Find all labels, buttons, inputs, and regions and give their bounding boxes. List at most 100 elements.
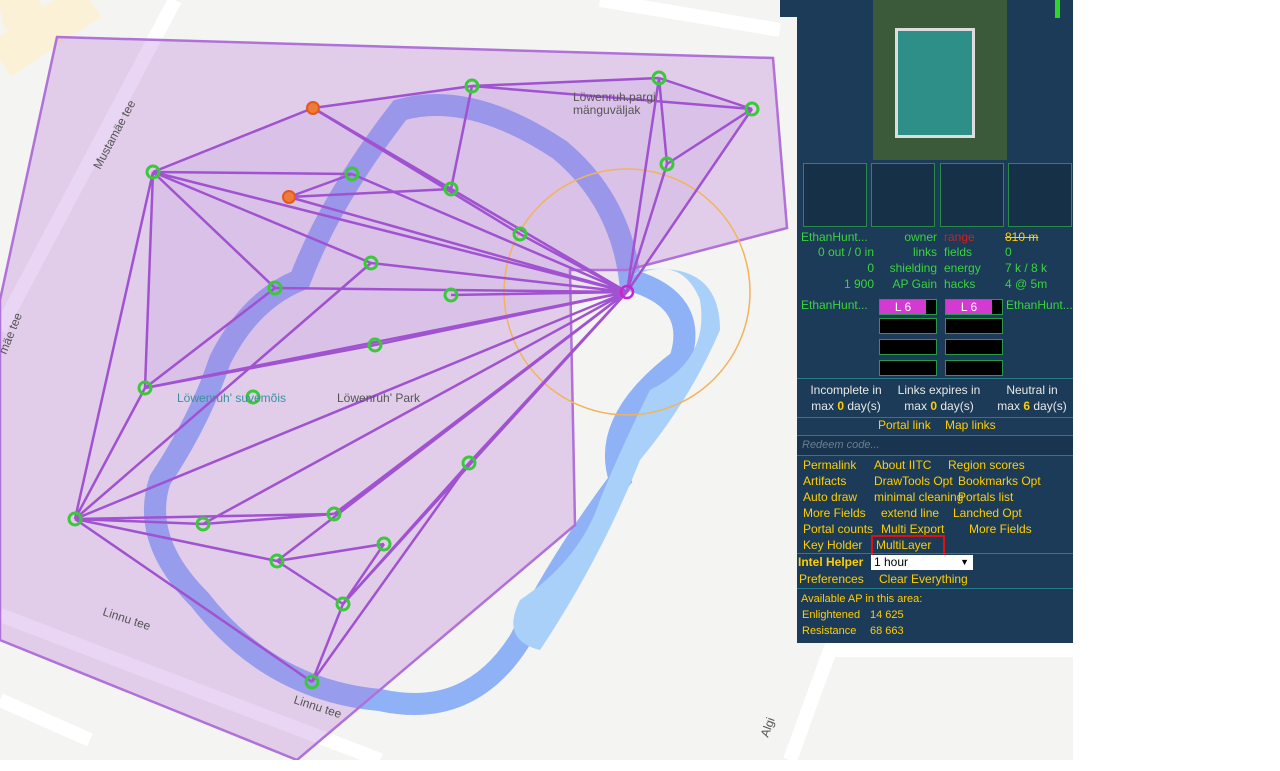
toolbox-link[interactable]: extend line (881, 506, 940, 520)
mod-slot (871, 163, 935, 227)
detail: hacks (944, 277, 976, 291)
detail: links (912, 245, 937, 259)
ap-title: Available AP in this area: (801, 593, 923, 605)
detail: 0 (1005, 245, 1012, 259)
resonator (945, 339, 1003, 355)
status-value: 6 (1023, 399, 1030, 413)
poi-label: Löwenruh.pargi (573, 90, 656, 104)
select[interactable]: 1 hour ▼ (871, 555, 973, 570)
detail: range (944, 230, 975, 244)
preferences[interactable]: Preferences (799, 572, 864, 586)
toolbox-link[interactable]: minimal cleaning (874, 490, 964, 504)
mod-slot (940, 163, 1004, 227)
links (73, 76, 754, 684)
detail: 0 (867, 261, 874, 275)
detail: owner (904, 230, 937, 244)
road (0, 0, 1073, 760)
toolbox-link[interactable]: About IITC (874, 458, 932, 472)
status-label: Incomplete in (810, 383, 882, 397)
detail: fields (944, 245, 973, 259)
toolbox-link[interactable]: Auto draw (803, 490, 858, 504)
toolbox-link[interactable]: Region scores (948, 458, 1025, 472)
selected-portal[interactable] (619, 284, 635, 300)
toolbox-link[interactable]: Artifacts (803, 474, 847, 488)
placeholder: Redeem code... (802, 439, 880, 451)
status-line: max 0 day(s) (889, 399, 989, 413)
ap-label: Resistance (802, 625, 857, 637)
detail: 1 900 (843, 277, 874, 291)
detail: 0 out / 0 in (817, 245, 874, 259)
detail: shielding (889, 261, 937, 275)
water (513, 268, 720, 650)
resonator: L 6 (879, 299, 937, 315)
toolbox-link[interactable]: Portal counts (803, 522, 874, 536)
detail: 4 @ 5m (1005, 277, 1048, 291)
field (0, 35, 789, 760)
toolbox-link[interactable]: More Fields (803, 506, 866, 520)
poi-label: Löwenruh.pargi mänguväljak (573, 90, 656, 117)
detail: energy (944, 261, 981, 275)
sidebar-tab[interactable] (780, 0, 797, 17)
toolbox-link[interactable]: Multi Export (881, 522, 945, 536)
detail: AP Gain (892, 277, 937, 291)
detail: 7 k / 8 k (1005, 261, 1048, 275)
resonator (945, 360, 1003, 376)
toolbox-link[interactable]: Key Holder (803, 538, 863, 552)
clear[interactable]: Clear Everything (879, 572, 968, 586)
toolbox-link[interactable]: MultiLayer (876, 538, 932, 552)
toolbox-link[interactable]: DrawTools Opt (874, 474, 953, 488)
mod-slot (803, 163, 867, 227)
portal (282, 190, 296, 204)
poi-label: Löwenruh' Park (337, 391, 421, 405)
ap-label: Enlightened (802, 609, 861, 621)
ap-value: 14 625 (870, 609, 904, 621)
resonator: L 6 (945, 299, 1003, 315)
separator (797, 588, 1073, 589)
level-bar (1055, 0, 1060, 18)
separator (797, 417, 1073, 418)
water (144, 94, 696, 715)
status-line: max 0 day(s) (796, 399, 896, 413)
toolbox-link[interactable]: Lanched Opt (953, 506, 1022, 520)
owner: EthanHunt... (1006, 298, 1073, 312)
resonator-level: L 6 (946, 300, 992, 314)
status-suffix: day(s) (847, 399, 881, 413)
status-prefix: max (811, 399, 834, 413)
status-value: 0 (837, 399, 844, 413)
resonator (879, 360, 937, 376)
poi-label: mänguväljak (573, 103, 641, 117)
area (0, 0, 102, 77)
toolbox-link[interactable]: Bookmarks Opt (958, 474, 1041, 488)
portal-image (873, 0, 1007, 160)
separator (797, 378, 1073, 379)
status-line: max 6 day(s) (982, 399, 1082, 413)
portal (306, 101, 320, 115)
detail: EthanHunt... (801, 230, 868, 244)
portals (67, 70, 760, 690)
toolbox-link[interactable]: More Fields (969, 522, 1032, 536)
intel-helper: Intel Helper (798, 555, 864, 569)
status-value: 0 (930, 399, 937, 413)
owner: EthanHunt... (801, 298, 868, 312)
status-label: Links expires in (897, 383, 981, 397)
map-links[interactable]: Map links (945, 418, 996, 432)
mod-slot (1008, 163, 1072, 227)
portal-link[interactable]: Portal link (878, 418, 931, 432)
detail: 810 m (1005, 230, 1039, 244)
toolbox-link[interactable]: Permalink (803, 458, 857, 472)
redeem-input[interactable]: Redeem code... (797, 435, 1073, 456)
status-suffix: day(s) (1033, 399, 1067, 413)
field (145, 78, 752, 388)
range-circle (503, 168, 751, 416)
road-label: Algi (758, 715, 778, 739)
select-option[interactable]: 1 hour (874, 555, 909, 569)
ap-value: 68 663 (870, 625, 904, 637)
resonator (879, 339, 937, 355)
image-sign (895, 28, 975, 138)
resonator-level: L 6 (880, 300, 926, 314)
status-prefix: max (997, 399, 1020, 413)
separator (797, 553, 1073, 554)
status-label: Neutral in (1006, 383, 1058, 397)
toolbox-link[interactable]: Portals list (958, 490, 1014, 504)
